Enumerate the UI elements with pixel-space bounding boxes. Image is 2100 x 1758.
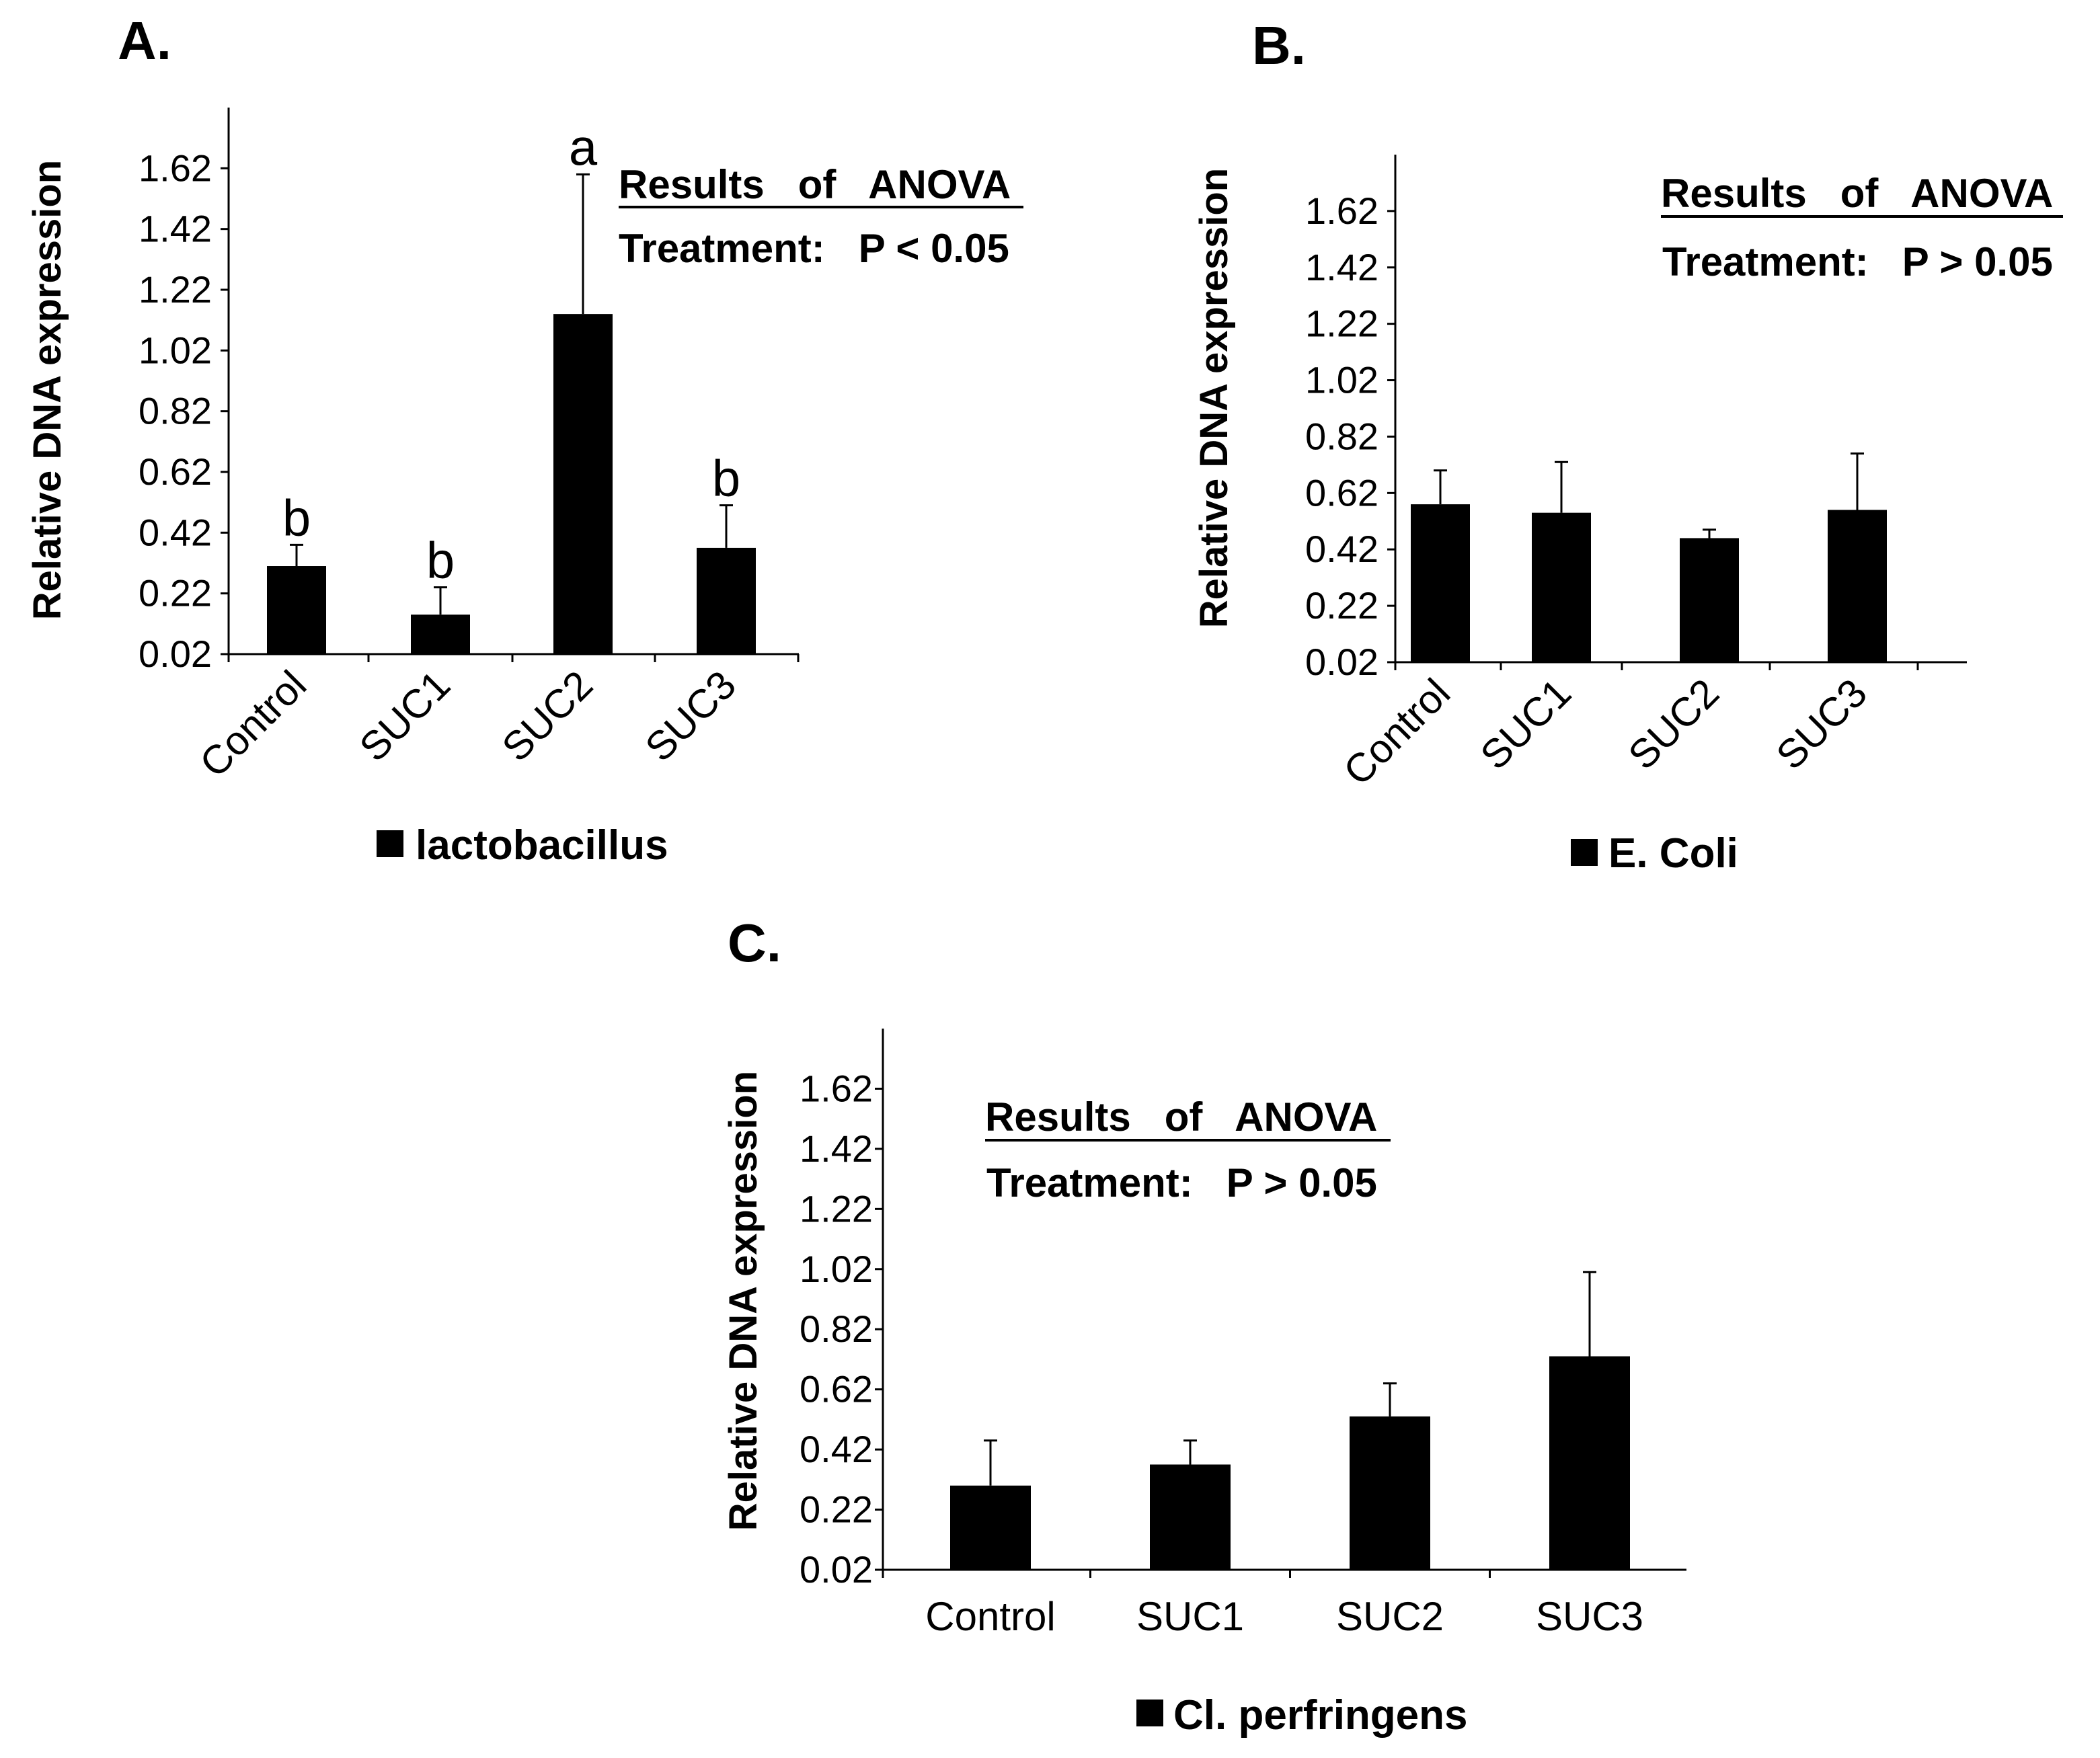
legend-label: E. Coli [1608, 830, 1738, 877]
y-tick-label: 1.62 [139, 147, 212, 189]
y-tick-label: 0.02 [800, 1548, 873, 1591]
bar-suc2 [553, 314, 613, 654]
y-tick-label: 1.22 [139, 268, 212, 311]
x-tick-label: SUC1 [1472, 670, 1580, 778]
y-tick-label: 0.22 [1305, 584, 1378, 627]
bar-control [267, 566, 326, 654]
y-tick-label: 0.42 [139, 511, 212, 553]
legend-swatch [377, 830, 403, 857]
y-tick-label: 0.62 [800, 1368, 873, 1410]
bar-suc3 [1828, 510, 1887, 662]
y-tick-label: 0.22 [800, 1488, 873, 1531]
panel-c: C. 0.02 0.22 0.42 0.62 0.82 1.02 1.22 1.42 1.62 Re… [722, 913, 1686, 1739]
significance-letter: b [426, 532, 455, 590]
legend-swatch [1136, 1700, 1163, 1726]
panel-letter: C. [728, 913, 781, 973]
anova-title: Results of ANOVA [619, 162, 1011, 207]
y-tick-label: 0.82 [800, 1308, 873, 1350]
bar-suc3 [1549, 1356, 1630, 1570]
y-tick-label: 0.22 [139, 572, 212, 614]
y-tick-label: 0.82 [1305, 415, 1378, 457]
panel-letter: B. [1252, 15, 1306, 75]
y-axis-label: Relative DNA expression [26, 160, 69, 620]
x-tick-label: Control [1335, 670, 1459, 794]
y-tick-label: 1.02 [139, 329, 212, 371]
significance-letter: b [282, 489, 311, 547]
y-tick-label: 0.62 [1305, 471, 1378, 514]
legend-label: lactobacillus [416, 822, 668, 869]
y-tick-label: 1.22 [800, 1187, 873, 1230]
bar-control [1411, 504, 1470, 662]
x-tick-label: SUC3 [1768, 670, 1876, 778]
x-tick-label: Control [925, 1594, 1055, 1639]
y-tick-label: 1.62 [800, 1067, 873, 1109]
x-tick-label: SUC3 [1536, 1594, 1643, 1639]
y-tick-label: 1.02 [800, 1248, 873, 1290]
x-tick-label: SUC2 [1620, 670, 1728, 778]
y-tick-label: 0.42 [1305, 528, 1378, 570]
panel-a: A. 0.02 0.22 0.42 0.62 0.82 1.02 1.22 1.42 1.62 Re… [26, 11, 1023, 869]
y-tick-label: 0.42 [800, 1428, 873, 1470]
y-tick-label: 1.42 [1305, 246, 1378, 288]
bar-suc2 [1680, 538, 1739, 662]
bar-suc2 [1350, 1416, 1430, 1570]
y-tick-label: 1.22 [1305, 303, 1378, 345]
bar-suc1 [1532, 512, 1591, 662]
y-tick-label: 0.82 [139, 390, 212, 432]
significance-letter: a [569, 119, 598, 176]
y-tick-label: 1.42 [139, 208, 212, 250]
anova-result: Treatment: P > 0.05 [1662, 239, 2053, 284]
bar-suc1 [411, 614, 470, 654]
y-tick-label: 0.02 [1305, 641, 1378, 683]
panel-letter: A. [118, 11, 171, 71]
x-tick-label: SUC2 [1336, 1594, 1444, 1639]
legend-label: Cl. perfringens [1173, 1692, 1468, 1739]
y-axis-label: Relative DNA expression [722, 1071, 765, 1531]
anova-title: Results of ANOVA [985, 1094, 1377, 1140]
x-tick-label: SUC3 [637, 662, 745, 770]
bar-suc3 [697, 547, 756, 654]
x-tick-label: Control [191, 662, 315, 786]
bar-suc1 [1150, 1464, 1231, 1570]
y-tick-label: 1.62 [1305, 190, 1378, 232]
x-tick-label: SUC2 [494, 662, 602, 770]
y-axis-label: Relative DNA expression [1192, 168, 1236, 628]
y-tick-label: 1.02 [1305, 359, 1378, 401]
legend-swatch [1571, 839, 1598, 866]
panel-b: B. 0.02 0.22 0.42 0.62 0.82 1.02 1.22 1.42 1.62 Re… [1192, 15, 2063, 877]
anova-result: Treatment: P < 0.05 [619, 226, 1009, 271]
anova-result: Treatment: P > 0.05 [986, 1160, 1377, 1205]
y-tick-label: 0.62 [139, 450, 212, 493]
y-tick-label: 0.02 [139, 633, 212, 675]
significance-letter: b [712, 450, 740, 508]
anova-title: Results of ANOVA [1661, 171, 2053, 216]
x-tick-label: SUC1 [1136, 1594, 1244, 1639]
bar-control [950, 1485, 1031, 1570]
y-tick-label: 1.42 [800, 1127, 873, 1170]
x-tick-label: SUC1 [351, 662, 459, 770]
